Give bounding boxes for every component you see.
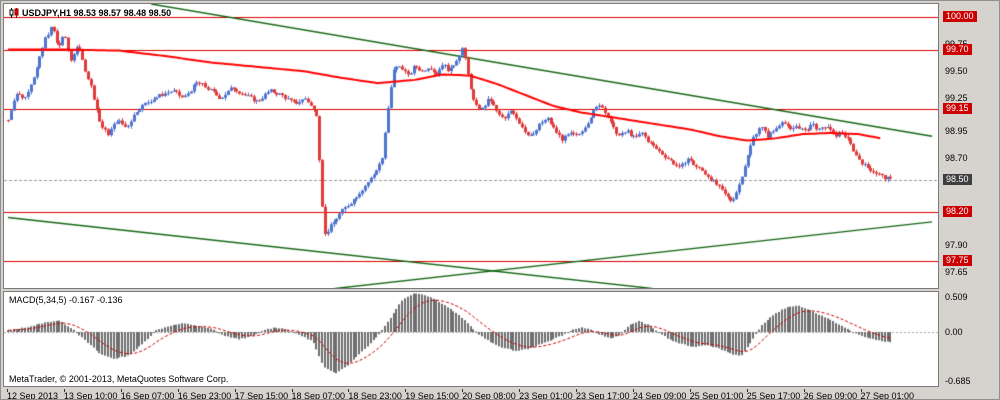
- macd-indicator-label: MACD(5,34,5) -0.167 -0.136: [9, 295, 123, 305]
- level-price-label: 98.20: [943, 206, 972, 218]
- price-axis-label: 98.95: [945, 125, 968, 136]
- candlestick-icon: [9, 8, 19, 18]
- time-axis-label: 18 Sep 07:00: [291, 391, 346, 400]
- time-axis-tick: [63, 389, 65, 392]
- macd-axis-label: 0.00: [945, 327, 963, 338]
- macd-panel[interactable]: MACD(5,34,5) -0.167 -0.136 MetaTrader, ©…: [3, 291, 939, 387]
- time-axis-label: 20 Sep 08:00: [462, 391, 516, 400]
- time-axis-label: 24 Sep 09:00: [632, 391, 687, 400]
- price-axis-label: 98.70: [945, 152, 968, 163]
- time-axis-label: 26 Sep 09:00: [803, 391, 858, 400]
- price-axis-label: 99.25: [945, 93, 968, 104]
- time-axis-tick: [576, 389, 577, 392]
- time-axis-tick: [177, 389, 179, 392]
- time-axis-tick: [405, 389, 407, 392]
- symbol-ohlc-label: USDJPY,H1 98.53 98.57 98.48 98.50: [9, 8, 171, 18]
- copyright-label: MetaTrader, © 2001-2013, MetaQuotes Soft…: [9, 374, 229, 384]
- level-price-label: 97.75: [943, 254, 972, 266]
- macd-axis-label: -0.685: [945, 376, 971, 386]
- time-axis-label: 19 Sep 15:00: [405, 391, 459, 400]
- price-axis-label: 97.90: [945, 239, 968, 250]
- time-axis-label: 16 Sep 23:00: [177, 391, 232, 400]
- time-axis-label: 12 Sep 2013: [7, 391, 59, 400]
- price-axis-label: 99.50: [945, 66, 968, 77]
- time-axis-tick: [291, 389, 293, 392]
- time-axis-label: 25 Sep 01:00: [689, 391, 744, 400]
- time-axis-tick: [632, 389, 634, 392]
- time-axis[interactable]: 12 Sep 2013 13 Sep 10:00 16 Sep 07:00 16 Se…: [3, 389, 939, 400]
- time-axis-tick: [348, 389, 350, 392]
- macd-axis[interactable]: 0.509 0.00 -0.685: [941, 292, 999, 386]
- time-axis-label: 23 Sep 17:00: [576, 391, 630, 400]
- price-chart-panel[interactable]: USDJPY,H1 98.53 98.57 98.48 98.50: [3, 3, 939, 289]
- time-axis-label: 16 Sep 07:00: [120, 391, 175, 400]
- time-axis-tick: [462, 389, 464, 392]
- time-axis-tick: [7, 389, 8, 392]
- time-axis-tick: [120, 389, 122, 392]
- price-axis[interactable]: 99.7599.5099.2598.9598.7097.9097.65100.0…: [941, 4, 999, 288]
- macd-canvas[interactable]: [4, 292, 938, 386]
- time-axis-label: 18 Sep 23:00: [348, 391, 402, 400]
- time-axis-tick: [860, 389, 862, 392]
- time-axis-tick: [746, 389, 748, 392]
- time-axis-tick: [689, 389, 691, 392]
- time-axis-label: 25 Sep 17:00: [746, 391, 801, 400]
- level-price-label: 100.00: [943, 11, 977, 22]
- time-axis-label: 17 Sep 15:00: [234, 391, 289, 400]
- time-axis-label: 27 Sep 01:00: [860, 391, 915, 400]
- level-price-label: 99.70: [943, 43, 972, 55]
- price-chart-canvas[interactable]: [4, 4, 938, 288]
- time-axis-tick: [519, 389, 521, 392]
- time-axis-tick: [803, 389, 805, 392]
- macd-axis-label: 0.509: [945, 292, 968, 302]
- price-axis-label: 97.65: [945, 266, 968, 277]
- bid-price-label: 98.50: [943, 173, 972, 185]
- time-axis-label: 23 Sep 01:00: [519, 391, 573, 400]
- level-price-label: 99.15: [943, 103, 972, 115]
- time-axis-tick: [234, 389, 236, 392]
- time-axis-label: 13 Sep 10:00: [63, 391, 118, 400]
- symbol-ohlc-text: USDJPY,H1 98.53 98.57 98.48 98.50: [22, 8, 172, 18]
